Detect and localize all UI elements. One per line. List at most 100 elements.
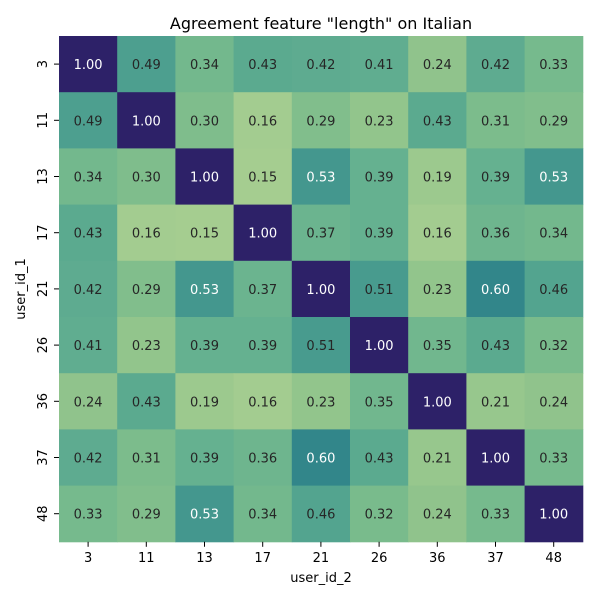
- heatmap-cell: [350, 429, 409, 487]
- x-tick-label: 3: [84, 551, 92, 566]
- cell-value-label: 0.43: [74, 227, 103, 242]
- cell-value-label: 1.00: [248, 227, 277, 242]
- heatmap-cell: [291, 92, 351, 149]
- heatmap-cell: [524, 317, 584, 374]
- cell-value-label: 0.24: [74, 395, 103, 410]
- cell-value-label: 0.33: [74, 508, 103, 523]
- cell-value-label: 0.41: [74, 339, 103, 354]
- x-tick-label: 11: [138, 551, 155, 566]
- heatmap-cell: [524, 36, 584, 93]
- cell-value-label: 1.00: [423, 395, 452, 410]
- y-tick-label: 26: [36, 337, 51, 354]
- heatmap-cell: [350, 36, 409, 93]
- heatmap-cell: [59, 36, 118, 93]
- cell-value-label: 0.33: [481, 508, 510, 523]
- cell-value-label: 0.19: [423, 171, 452, 186]
- heatmap-cell: [117, 148, 176, 206]
- heatmap-cell: [291, 485, 351, 543]
- heatmap-cell: [117, 429, 176, 487]
- heatmap-cell: [175, 260, 235, 318]
- cell-value-label: 0.23: [306, 395, 335, 410]
- heatmap-cell: [524, 485, 584, 543]
- heatmap-cell: [59, 485, 118, 543]
- x-tick-label: 37: [487, 551, 504, 566]
- cell-value-label: 0.32: [365, 508, 394, 523]
- cell-value-label: 0.21: [423, 452, 452, 467]
- heatmap-cell: [291, 204, 351, 262]
- cell-value-label: 0.33: [539, 58, 568, 73]
- heatmap-cell: [524, 148, 584, 206]
- cell-value-label: 1.00: [306, 283, 335, 298]
- cell-value-label: 0.49: [132, 58, 161, 73]
- cell-value-label: 0.39: [248, 339, 277, 354]
- cell-value-label: 0.21: [481, 395, 510, 410]
- heatmap-cell: [350, 92, 409, 149]
- cell-value-label: 0.34: [190, 58, 219, 73]
- cell-value-label: 0.35: [423, 339, 452, 354]
- heatmap-cell: [466, 204, 526, 262]
- cell-value-label: 0.19: [190, 395, 219, 410]
- cell-value-label: 0.43: [132, 395, 161, 410]
- y-axis-ticks: 3 11 13 17 21 26 36 37 48: [36, 60, 59, 522]
- cell-value-label: 0.30: [132, 171, 161, 186]
- heatmap-cell: [524, 92, 584, 149]
- heatmap-cell: [408, 148, 467, 206]
- cell-value-label: 0.23: [132, 339, 161, 354]
- x-tick-label: 13: [196, 551, 213, 566]
- heatmap-cell: [59, 317, 118, 374]
- heatmap-cell: [291, 373, 351, 430]
- heatmap-cell: [291, 36, 351, 93]
- cell-value-label: 0.16: [423, 227, 452, 242]
- cell-value-label: 0.43: [481, 339, 510, 354]
- cell-value-label: 0.29: [539, 114, 568, 129]
- heatmap-cell: [175, 485, 235, 543]
- cell-value-label: 0.24: [423, 508, 452, 523]
- y-tick-label: 21: [36, 281, 51, 298]
- heatmap-cell: [350, 485, 409, 543]
- heatmap-cell: [117, 485, 176, 543]
- y-axis-label: user_id_1: [14, 258, 29, 320]
- cell-value-label: 0.39: [481, 171, 510, 186]
- cell-value-label: 0.24: [423, 58, 452, 73]
- cell-value-label: 0.16: [248, 395, 277, 410]
- heatmap-cell: [466, 36, 526, 93]
- heatmap-cell: [350, 373, 409, 430]
- heatmap-cell: [408, 260, 467, 318]
- cell-value-label: 1.00: [481, 452, 510, 467]
- heatmap-cell: [291, 317, 351, 374]
- cell-value-label: 0.30: [190, 114, 219, 129]
- heatmap-cell: [291, 260, 351, 318]
- heatmap-cell: [233, 485, 293, 543]
- heatmap-cell: [524, 204, 584, 262]
- cell-value-label: 0.23: [365, 114, 394, 129]
- cell-value-label: 0.35: [365, 395, 394, 410]
- heatmap-cell: [233, 317, 293, 374]
- cell-value-label: 0.24: [539, 395, 568, 410]
- cell-value-label: 0.34: [539, 227, 568, 242]
- heatmap-cell: [117, 260, 176, 318]
- y-tick-label: 11: [36, 112, 51, 129]
- heatmap-cell: [350, 148, 409, 206]
- heatmap-cell: [59, 429, 118, 487]
- cell-value-label: 0.15: [248, 171, 277, 186]
- heatmap-cell: [175, 92, 235, 149]
- heatmap-cell: [175, 317, 235, 374]
- cell-value-label: 1.00: [365, 339, 394, 354]
- cell-value-label: 0.29: [306, 114, 335, 129]
- heatmap-cell: [59, 148, 118, 206]
- heatmap-cell: [466, 429, 526, 487]
- y-tick-label: 3: [36, 60, 51, 68]
- cell-value-label: 0.33: [539, 452, 568, 467]
- chart-title: Agreement feature "length" on Italian: [170, 14, 472, 33]
- heatmap-cell: [408, 92, 467, 149]
- heatmap-cell: [408, 36, 467, 93]
- y-tick-label: 17: [36, 224, 51, 241]
- cell-value-label: 0.60: [306, 452, 335, 467]
- heatmap-cell: [466, 92, 526, 149]
- cell-value-label: 0.41: [365, 58, 394, 73]
- cell-value-label: 0.53: [539, 171, 568, 186]
- heatmap-cell: [524, 429, 584, 487]
- cell-value-label: 0.46: [306, 508, 335, 523]
- cell-value-label: 0.39: [365, 171, 394, 186]
